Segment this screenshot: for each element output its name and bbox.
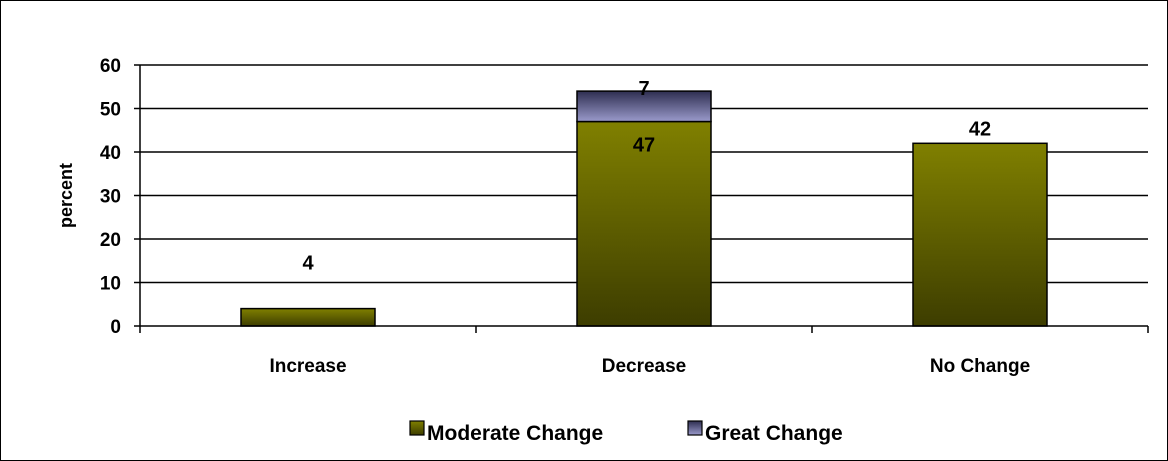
data-labels: 4 47 7 42	[302, 78, 991, 275]
data-label: 4	[302, 253, 314, 275]
x-category-label: Decrease	[602, 356, 687, 377]
y-tick-label: 30	[100, 187, 121, 208]
legend: Moderate Change Great Change	[409, 420, 843, 445]
y-tick-labels: 0 10 20 30 40 50 60	[100, 56, 121, 338]
axes	[134, 64, 1149, 333]
x-category-label: Increase	[269, 356, 346, 377]
y-tick-label: 10	[100, 274, 121, 295]
legend-label: Great Change	[705, 422, 843, 445]
y-tick-label: 60	[100, 56, 121, 77]
bar-moderate-change	[576, 120, 712, 327]
legend-swatch	[409, 420, 425, 436]
bar-great-change	[576, 90, 712, 123]
legend-swatch	[687, 420, 703, 436]
x-category-label: No Change	[930, 356, 1030, 377]
y-tick-label: 50	[100, 100, 121, 121]
data-label: 42	[969, 118, 991, 140]
y-axis-title: percent	[56, 163, 76, 228]
y-tick-label: 20	[100, 230, 121, 251]
data-label: 7	[638, 78, 649, 100]
y-tick-label: 0	[110, 317, 121, 338]
bar-moderate-change	[240, 307, 376, 327]
bars	[240, 90, 1048, 327]
bar-moderate-change	[912, 142, 1048, 327]
x-category-labels: Increase Decrease No Change	[269, 356, 1030, 377]
legend-label: Moderate Change	[427, 422, 603, 445]
data-label: 47	[633, 135, 655, 157]
y-tick-label: 40	[100, 143, 121, 164]
